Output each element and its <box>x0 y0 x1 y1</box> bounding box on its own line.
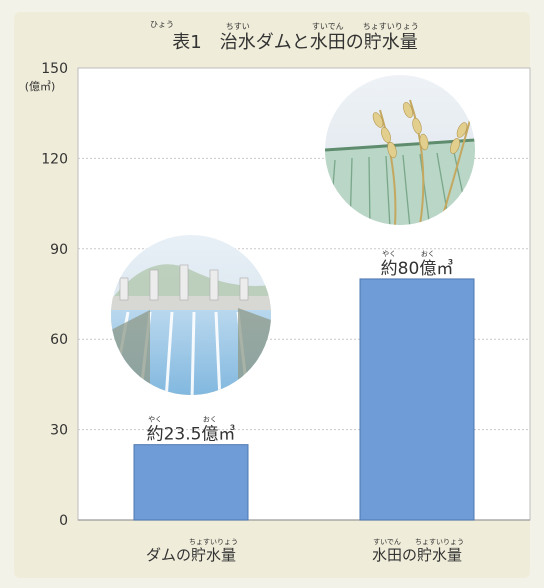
y-tick-label: 30 <box>50 423 68 439</box>
data-label-2-ruby: おく <box>421 250 435 258</box>
y-axis: 0 30 60 90 120 150 (億㎥) <box>25 61 530 529</box>
y-tick-label: 120 <box>41 151 68 167</box>
data-label-1-ruby: おく <box>203 416 217 424</box>
bar-1 <box>133 444 249 521</box>
title-text-part: 水田 <box>310 32 346 53</box>
x-tick-label-2-part: の <box>402 546 417 564</box>
x-tick-label-1-ruby: ちょすいりょう <box>189 538 238 546</box>
data-label-1-part: 億 <box>201 425 218 445</box>
title-text-part: 表 <box>172 32 190 53</box>
data-label-2-part: 80 <box>398 259 420 279</box>
x-tick-label-2-part: 水田 <box>372 546 402 564</box>
data-label-2-ruby: やく <box>382 250 396 258</box>
bar-2 <box>359 278 475 521</box>
bars <box>133 278 475 521</box>
title-text-part <box>202 32 220 53</box>
data-label-1-part: ㎥ <box>218 425 235 445</box>
y-tick-label: 90 <box>50 242 68 258</box>
data-label-2-part: 約 <box>381 259 398 279</box>
title-ruby-hyou: ひょう <box>150 20 174 29</box>
y-tick-label: 150 <box>41 61 68 77</box>
x-tick-label-2-part: 貯水量 <box>417 546 462 564</box>
y-tick-label: 60 <box>50 332 68 348</box>
x-tick-label-1-part: ダムの <box>146 546 191 564</box>
y-axis-label: (億㎥) <box>25 80 56 93</box>
title-text-ruby: すいでん <box>312 22 344 31</box>
data-label-1-ruby: やく <box>148 416 162 424</box>
data-label-1-part: 23.5 <box>164 425 202 445</box>
title-text-ruby: ちょすいりょう <box>363 22 419 31</box>
title-text-part: 1 <box>190 32 201 53</box>
dam-illustration <box>111 235 271 395</box>
title-text-part: 貯水量 <box>364 32 418 53</box>
x-tick-label-2-ruby: ちょすいりょう <box>415 538 464 546</box>
title-text-ruby: ちすい <box>226 22 250 31</box>
x-tick-label-1-part: 貯水量 <box>191 546 236 564</box>
x-tick-label-2-ruby: すいでん <box>373 538 401 546</box>
title-text-part: 治水 <box>220 32 256 53</box>
data-label-2-part: ㎥ <box>436 259 453 279</box>
data-label-2-part: 億 <box>419 259 436 279</box>
title-text-part: ダムと <box>256 32 310 53</box>
data-label-1-part: 約 <box>147 425 164 445</box>
title-text-part: の <box>346 32 364 53</box>
y-tick-label: 0 <box>59 513 68 529</box>
